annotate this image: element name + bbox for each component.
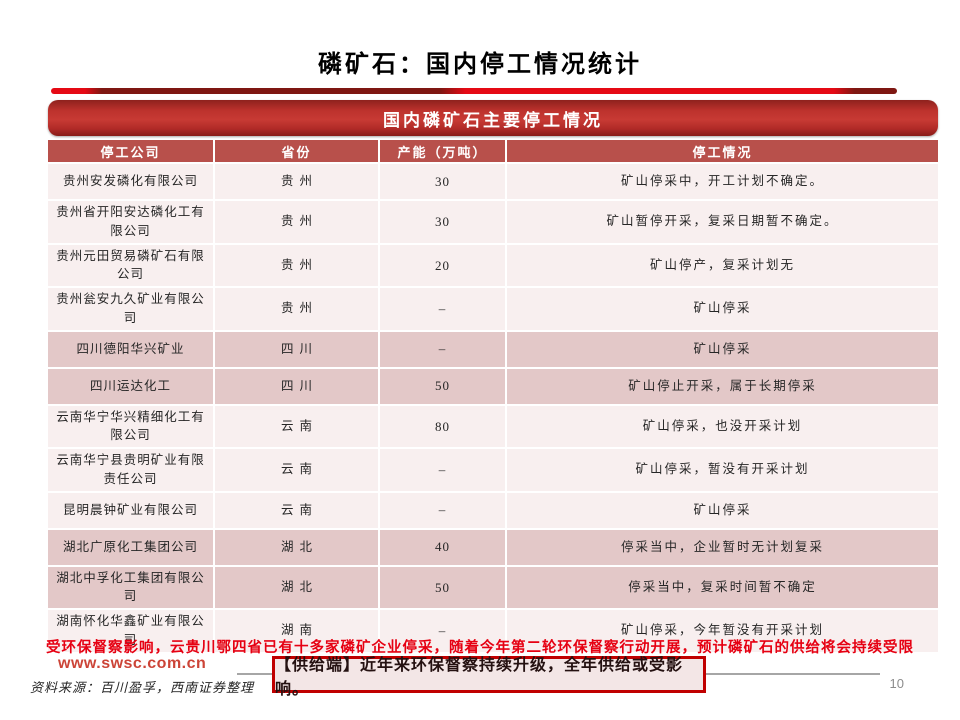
- cell-province: 四川: [213, 331, 378, 367]
- column-header-province: 省份: [213, 140, 378, 162]
- cell-company: 四川德阳华兴矿业: [48, 331, 213, 367]
- cell-status: 停采当中，复采时间暂不确定: [505, 566, 938, 608]
- cell-capacity: –: [378, 492, 505, 528]
- table-row: 湖北中孚化工集团有限公司 湖北 50 停采当中，复采时间暂不确定: [48, 564, 938, 608]
- cell-capacity: –: [378, 610, 505, 652]
- supply-side-callout-box: 【供给端】近年来环保督察持续升级，全年供给或受影响。: [272, 656, 706, 698]
- table-body: 贵州安发磷化有限公司 贵州 30 矿山停采中，开工计划不确定。 贵州省开阳安达磷…: [48, 162, 938, 652]
- table-row: 贵州元田贸易磷矿石有限公司 贵州 20 矿山停产，复采计划无: [48, 242, 938, 286]
- cell-company: 云南华宁县贵明矿业有限责任公司: [48, 449, 213, 491]
- table-header-row: 停工公司 省份 产能（万吨） 停工情况: [48, 140, 938, 162]
- decorative-divider-bar: [51, 88, 897, 94]
- data-source-note: 资料来源：百川盈孚，西南证券整理: [30, 680, 255, 695]
- column-header-company: 停工公司: [48, 140, 213, 162]
- table-title-banner: 国内磷矿石主要停工情况: [48, 100, 938, 136]
- cell-province: 云南: [213, 405, 378, 447]
- cell-province: 贵州: [213, 244, 378, 286]
- column-header-status: 停工情况: [505, 140, 938, 162]
- cell-capacity: 40: [378, 529, 505, 565]
- cell-province: 贵州: [213, 288, 378, 330]
- cell-status: 矿山停止开采，属于长期停采: [505, 368, 938, 404]
- cell-status: 矿山停采，也没开采计划: [505, 405, 938, 447]
- table-row: 贵州安发磷化有限公司 贵州 30 矿山停采中，开工计划不确定。: [48, 162, 938, 199]
- cell-company: 湖北中孚化工集团有限公司: [48, 566, 213, 608]
- cell-capacity: 30: [378, 201, 505, 243]
- table-row: 贵州瓮安九久矿业有限公司 贵州 – 矿山停采: [48, 286, 938, 330]
- cell-province: 湖北: [213, 529, 378, 565]
- cell-capacity: –: [378, 288, 505, 330]
- cell-province: 云南: [213, 492, 378, 528]
- cell-province: 贵州: [213, 164, 378, 199]
- cell-status: 矿山停采中，开工计划不确定。: [505, 164, 938, 199]
- cell-capacity: 80: [378, 405, 505, 447]
- cell-company: 昆明晨钟矿业有限公司: [48, 492, 213, 528]
- cell-status: 矿山停采: [505, 288, 938, 330]
- cell-status: 矿山停采，暂没有开采计划: [505, 449, 938, 491]
- table-row: 湖北广原化工集团公司 湖北 40 停采当中，企业暂时无计划复采: [48, 527, 938, 565]
- cell-status: 停采当中，企业暂时无计划复采: [505, 529, 938, 565]
- cell-status: 矿山暂停开采，复采日期暂不确定。: [505, 201, 938, 243]
- highlight-statement: 受环保督察影响，云贵川鄂四省已有十多家磷矿企业停采，随着今年第二轮环保督察行动开…: [46, 640, 914, 656]
- cell-company: 贵州元田贸易磷矿石有限公司: [48, 244, 213, 286]
- cell-status: 矿山停产，复采计划无: [505, 244, 938, 286]
- cell-province: 四川: [213, 368, 378, 404]
- cell-province: 湖北: [213, 566, 378, 608]
- cell-capacity: –: [378, 331, 505, 367]
- cell-capacity: 30: [378, 164, 505, 199]
- cell-capacity: –: [378, 449, 505, 491]
- cell-company: 四川运达化工: [48, 368, 213, 404]
- cell-company: 贵州省开阳安达磷化工有限公司: [48, 201, 213, 243]
- cell-province: 云南: [213, 449, 378, 491]
- table-row: 四川德阳华兴矿业 四川 – 矿山停采: [48, 329, 938, 367]
- table-title: 国内磷矿石主要停工情况: [383, 110, 603, 130]
- page-number: 10: [889, 676, 904, 691]
- cell-status: 矿山停采: [505, 492, 938, 528]
- column-header-capacity: 产能（万吨）: [378, 140, 505, 162]
- cell-status: 矿山停采: [505, 331, 938, 367]
- table-row: 贵州省开阳安达磷化工有限公司 贵州 30 矿山暂停开采，复采日期暂不确定。: [48, 199, 938, 243]
- cell-province: 湖南: [213, 610, 378, 652]
- cell-company: 湖北广原化工集团公司: [48, 529, 213, 565]
- table-row: 四川运达化工 四川 50 矿山停止开采，属于长期停采: [48, 366, 938, 404]
- cell-capacity: 20: [378, 244, 505, 286]
- table-row: 云南华宁华兴精细化工有限公司 云南 80 矿山停采，也没开采计划: [48, 403, 938, 447]
- cell-capacity: 50: [378, 566, 505, 608]
- website-link[interactable]: www.swsc.com.cn: [58, 655, 207, 672]
- table-row: 昆明晨钟矿业有限公司 云南 – 矿山停采: [48, 490, 938, 528]
- cell-company: 贵州瓮安九久矿业有限公司: [48, 288, 213, 330]
- table-row: 云南华宁县贵明矿业有限责任公司 云南 – 矿山停采，暂没有开采计划: [48, 447, 938, 491]
- cell-status: 矿山停采，今年暂没有开采计划: [505, 610, 938, 652]
- stoppage-table: 停工公司 省份 产能（万吨） 停工情况 贵州安发磷化有限公司 贵州 30 矿山停…: [48, 140, 938, 652]
- page-title: 磷矿石：国内停工情况统计: [318, 52, 642, 78]
- cell-company: 云南华宁华兴精细化工有限公司: [48, 405, 213, 447]
- cell-capacity: 50: [378, 368, 505, 404]
- supply-side-callout-text: 【供给端】近年来环保督察持续升级，全年供给或受影响。: [275, 656, 684, 698]
- table-row: 湖南怀化华鑫矿业有限公司 湖南 – 矿山停采，今年暂没有开采计划: [48, 608, 938, 652]
- cell-company: 湖南怀化华鑫矿业有限公司: [48, 610, 213, 652]
- cell-province: 贵州: [213, 201, 378, 243]
- cell-company: 贵州安发磷化有限公司: [48, 164, 213, 199]
